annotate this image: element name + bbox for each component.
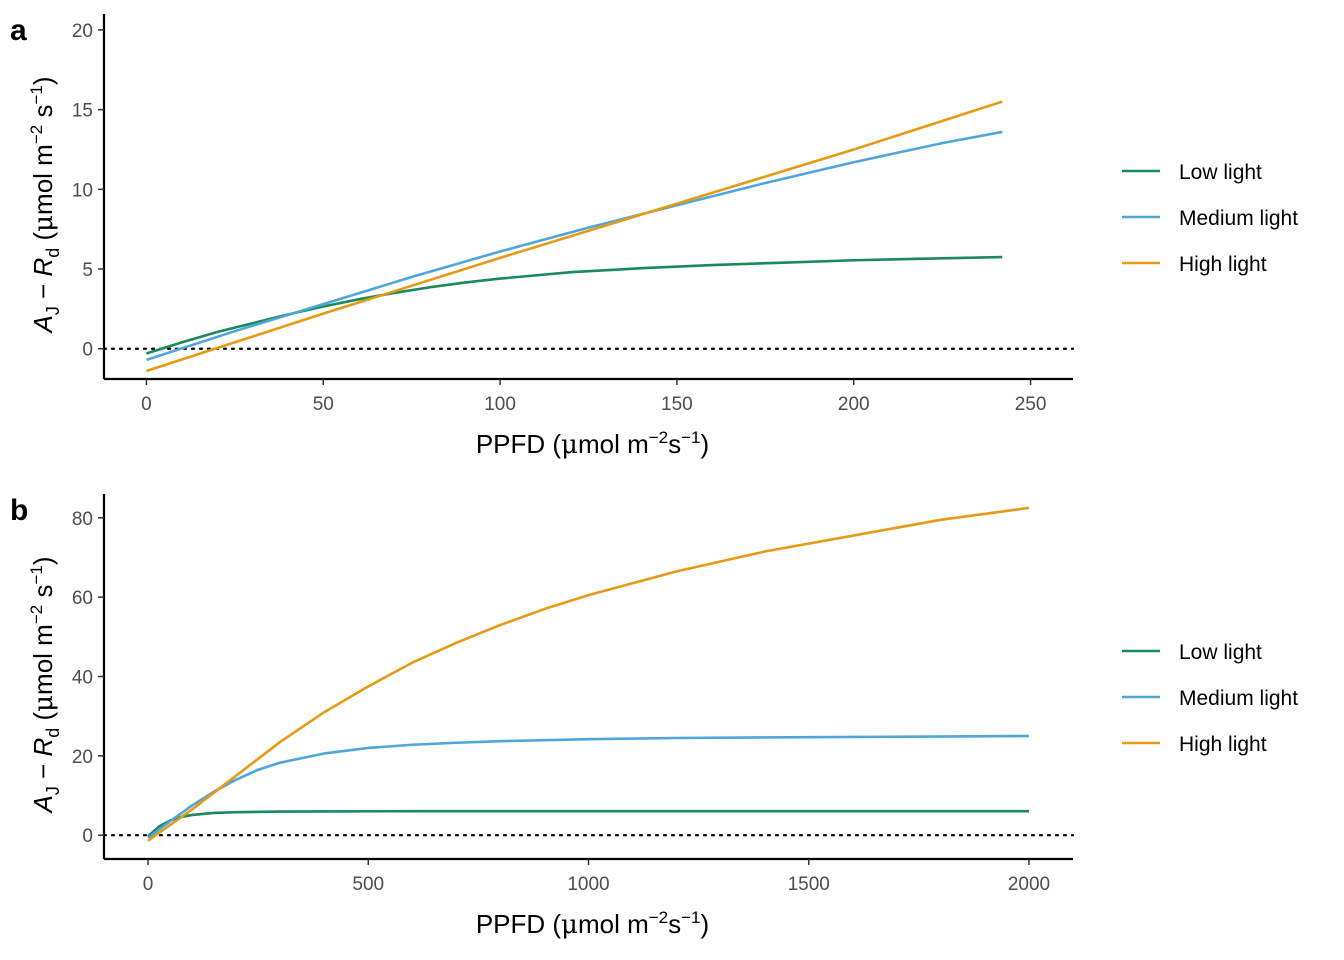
x-tick-label: 0 [141,394,152,415]
x-tick-label: 250 [1015,394,1047,415]
x-tick-label: 50 [313,394,334,415]
series-line-high-light [147,506,1030,842]
x-axis-title: PPFD (μmol m−2s−1) [476,908,709,940]
y-axis-title: AJ − Rd (μmol m−2 s−1) [27,556,63,814]
y-tick-label: 0 [82,340,93,361]
legend-label: Low light [1179,641,1262,664]
x-tick-label: 200 [838,394,870,415]
y-tick-label: 60 [72,588,93,609]
y-tick-label: 15 [72,101,93,122]
x-tick-label: 100 [484,394,516,415]
y-tick-label: 5 [82,260,93,281]
legend-label: Low light [1179,161,1262,184]
legend-label: Medium light [1179,687,1298,710]
series-line-low-light [146,255,1003,355]
legend-label: High light [1179,253,1267,276]
series-line-low-light [147,809,1029,838]
legend: Low light Medium light High light [1122,641,1298,756]
y-tick-label: 40 [72,668,93,689]
chart-panel-b: b 0 20 40 60 80 0 500 1000 1500 2000 PPFD (μmol m−2… [10,494,1298,940]
panel-label: b [10,494,28,527]
x-tick-label: 500 [352,874,384,895]
series-line-high-light [146,100,1003,373]
x-tick-label: 1500 [788,874,830,895]
x-axis-title: PPFD (μmol m−2s−1) [476,428,709,460]
series-line-medium-light [146,130,1003,362]
y-axis-title: AJ − Rd (μmol m−2 s−1) [27,76,63,334]
legend: Low light Medium light High light [1122,161,1298,276]
y-tick-label: 20 [72,747,93,768]
legend-label: Medium light [1179,207,1298,230]
y-tick-label: 80 [72,509,93,530]
x-tick-label: 0 [143,874,154,895]
x-tick-label: 150 [661,394,693,415]
x-tick-label: 1000 [567,874,609,895]
panel-label: a [10,14,27,47]
y-tick-label: 10 [72,180,93,201]
y-tick-label: 0 [82,826,93,847]
y-tick-label: 20 [72,21,93,42]
x-tick-label: 2000 [1008,874,1050,895]
legend-label: High light [1179,733,1267,756]
series-line-medium-light [147,734,1029,840]
